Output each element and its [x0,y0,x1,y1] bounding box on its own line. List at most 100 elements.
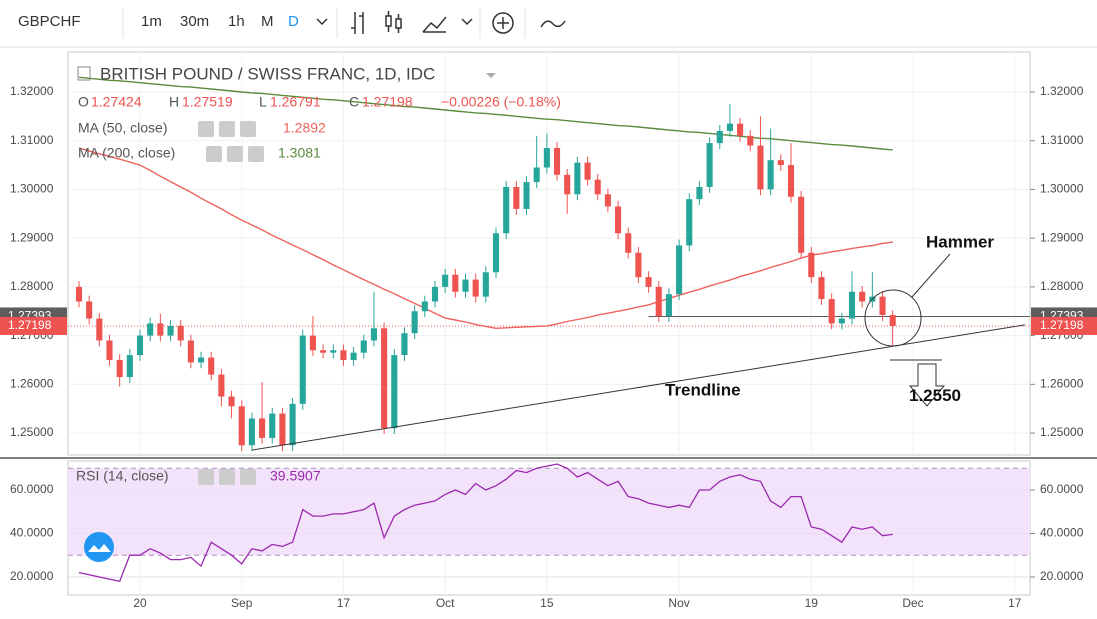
hammer-pointer [911,253,951,298]
x-tick-label: Oct [436,596,455,610]
candle-body [553,147,561,175]
candle-body [309,335,316,351]
candle-body [401,333,408,356]
candle-body [665,294,672,317]
y-tick-label: 1.25000 [1040,425,1084,439]
x-tick-label: Nov [668,596,689,610]
target-label: 1.2550 [909,386,961,405]
candle-body [655,286,662,317]
ma-legend-name: MA (50, close) [78,120,167,136]
candle-body [574,162,581,195]
rsi-tick-label: 20.0000 [1040,569,1084,583]
candle-body [197,357,205,363]
ma-legend-name: MA (200, close) [78,145,175,161]
rsi-tick-label-left: 40.0000 [10,526,54,540]
candle-body [686,199,693,246]
candle-body [431,286,439,302]
ohlc-label: L [259,94,267,110]
candle-body [259,418,266,438]
candle-body [106,340,113,360]
x-tick-label: 20 [133,596,147,610]
interval[interactable]: D [288,13,299,30]
interval[interactable]: 30m [180,13,209,30]
candle-body [523,182,530,209]
rsi-tick-label-left: 20.0000 [10,569,54,583]
rsi-tick-label: 60.0000 [1040,482,1084,496]
x-tick-label: 17 [337,596,351,610]
candle-body [391,355,398,429]
main-layer: 1.250001.250001.260001.260001.270001.270… [0,52,1097,610]
y-tick-label: 1.31000 [1040,133,1084,147]
candle-body [208,357,215,375]
rsi-legend-value: 39.5907 [270,468,321,484]
rsi-legend-name: RSI (14, close) [76,468,169,484]
candle-body [360,340,367,353]
y-tick-label: 1.29000 [1040,230,1084,244]
candle-body [635,252,642,278]
ohlc-label: O [78,94,89,110]
candle-body [116,359,123,378]
trendline-label: Trendline [665,380,741,399]
candle-body [706,143,713,187]
y-tick-label-left: 1.26000 [10,377,54,391]
candle-body [726,123,733,131]
hammer-label: Hammer [926,232,994,251]
symbol[interactable]: GBPCHF [18,13,81,30]
legend-buttons[interactable] [198,121,264,485]
y-tick-label-left: 1.25000 [10,425,54,439]
ohlc-value: 1.27519 [182,94,233,110]
x-tick-label: 19 [805,596,819,610]
bar-style-icon[interactable] [351,11,473,34]
price-label-bg-left [0,316,67,335]
interval[interactable]: 1h [228,13,245,30]
legend: BRITISH POUND / SWISS FRANC, 1D, IDC O 1… [76,64,561,562]
candle-body [645,277,652,287]
ohlc-label: H [169,94,179,110]
rsi-tick-label: 40.0000 [1040,526,1084,540]
candle-body [472,279,479,297]
candle-body [370,328,378,341]
y-tick-label-left: 1.32000 [10,84,54,98]
candle-body [828,299,835,324]
candle-body [859,291,866,302]
x-tick-label: 15 [540,596,554,610]
candle-body [350,352,357,360]
candle-body [126,355,133,378]
legend-title: BRITISH POUND / SWISS FRANC, 1D, IDC [100,64,435,83]
price-label: 1.27198 [1040,318,1084,332]
y-tick-label-left: 1.31000 [10,133,54,147]
y-tick-label-left: 1.29000 [10,230,54,244]
indicator-icon[interactable] [492,12,514,34]
ma-legend-value: 1.2892 [283,120,326,136]
candle-body [442,274,449,287]
toolbar-bg [0,0,1097,47]
interval[interactable]: M [261,13,274,30]
candle-body [584,162,591,180]
legend-icon [77,66,91,81]
candle-body [787,165,795,197]
candle-body [696,186,703,200]
rsi-line [78,463,893,583]
compare-icon[interactable] [540,20,566,28]
change: −0.00226 (−0.18%) [441,94,561,110]
hammer-circle [864,289,922,347]
candle-body [848,291,856,319]
candle-body [889,314,896,326]
annotation-layer: Hammer Trendline 1.2550 [665,232,994,407]
ma-legend-value: 1.3081 [278,145,321,161]
price-label-bg [1031,316,1097,335]
price-label-left: 1.27198 [8,318,52,332]
main-pane-border [67,51,1031,456]
dropdown-icon[interactable] [316,18,328,26]
candle-body [279,413,286,446]
candle-body [462,279,469,292]
candle-body [269,413,276,438]
candle-body [218,374,225,397]
candle-body [157,323,164,336]
interval[interactable]: 1m [141,13,162,30]
legend-dropdown[interactable] [486,73,496,78]
ohlc-value: 1.27198 [362,94,413,110]
candle-body [716,130,723,144]
candle-body [543,147,550,168]
candle-body [482,272,489,297]
